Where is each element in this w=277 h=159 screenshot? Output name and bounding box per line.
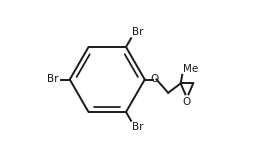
Text: O: O: [150, 75, 158, 84]
Text: Br: Br: [47, 75, 59, 84]
Text: Br: Br: [132, 28, 143, 38]
Text: O: O: [183, 97, 191, 107]
Text: Me: Me: [183, 64, 198, 74]
Text: Br: Br: [132, 121, 143, 131]
